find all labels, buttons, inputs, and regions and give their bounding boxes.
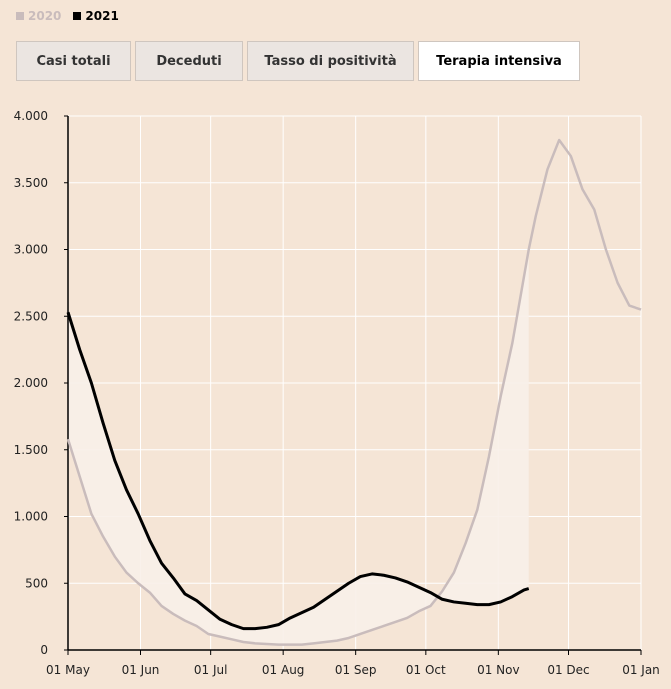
y-tick-label: 3.500 bbox=[14, 176, 48, 190]
legend-item[interactable]: 2021 bbox=[73, 9, 119, 23]
x-tick-label: 01 Jun bbox=[122, 663, 160, 677]
x-tick-label: 01 Nov bbox=[477, 663, 520, 677]
x-tick-label: 01 Oct bbox=[406, 663, 446, 677]
band-area bbox=[68, 249, 529, 645]
x-tick-label: 01 May bbox=[46, 663, 90, 677]
x-tick-label: 01 Sep bbox=[335, 663, 377, 677]
series-line bbox=[66, 311, 530, 631]
y-tick-label: 2.500 bbox=[14, 309, 48, 323]
legend-label: 2020 bbox=[28, 9, 62, 23]
y-tick-label: 1.500 bbox=[14, 443, 48, 457]
legend-swatch bbox=[16, 12, 24, 20]
tab[interactable]: Casi totali bbox=[16, 41, 131, 81]
chart: 0 500 1.000 1.500 2.000 2.500 3.000 3.500 4.000 0… bbox=[14, 109, 660, 677]
x-tick-label: 01 Dec bbox=[547, 663, 589, 677]
y-tick-label: 2.000 bbox=[14, 376, 48, 390]
y-tick-label: 0 bbox=[40, 643, 48, 657]
tab-bar: Casi totali Deceduti Tasso di positività Te… bbox=[16, 41, 580, 81]
y-tick-label: 4.000 bbox=[14, 109, 48, 123]
y-tick-label: 500 bbox=[25, 576, 48, 590]
legend: 2020 2021 bbox=[16, 9, 119, 23]
legend-label: 2021 bbox=[85, 9, 119, 23]
legend-item[interactable]: 2020 bbox=[16, 9, 61, 23]
x-tick-label: 01 Jul bbox=[194, 663, 228, 677]
x-tick-label: 01 Jan bbox=[622, 663, 660, 677]
y-tick-label: 1.000 bbox=[14, 510, 48, 524]
tab[interactable]: Terapia intensiva bbox=[418, 41, 580, 81]
tab[interactable]: Tasso di positività bbox=[247, 41, 414, 81]
y-tick-label: 3.000 bbox=[14, 243, 48, 257]
legend-swatch bbox=[73, 12, 82, 20]
tab[interactable]: Deceduti bbox=[135, 41, 243, 81]
x-tick-label: 01 Aug bbox=[262, 663, 305, 677]
series-line bbox=[66, 138, 642, 646]
